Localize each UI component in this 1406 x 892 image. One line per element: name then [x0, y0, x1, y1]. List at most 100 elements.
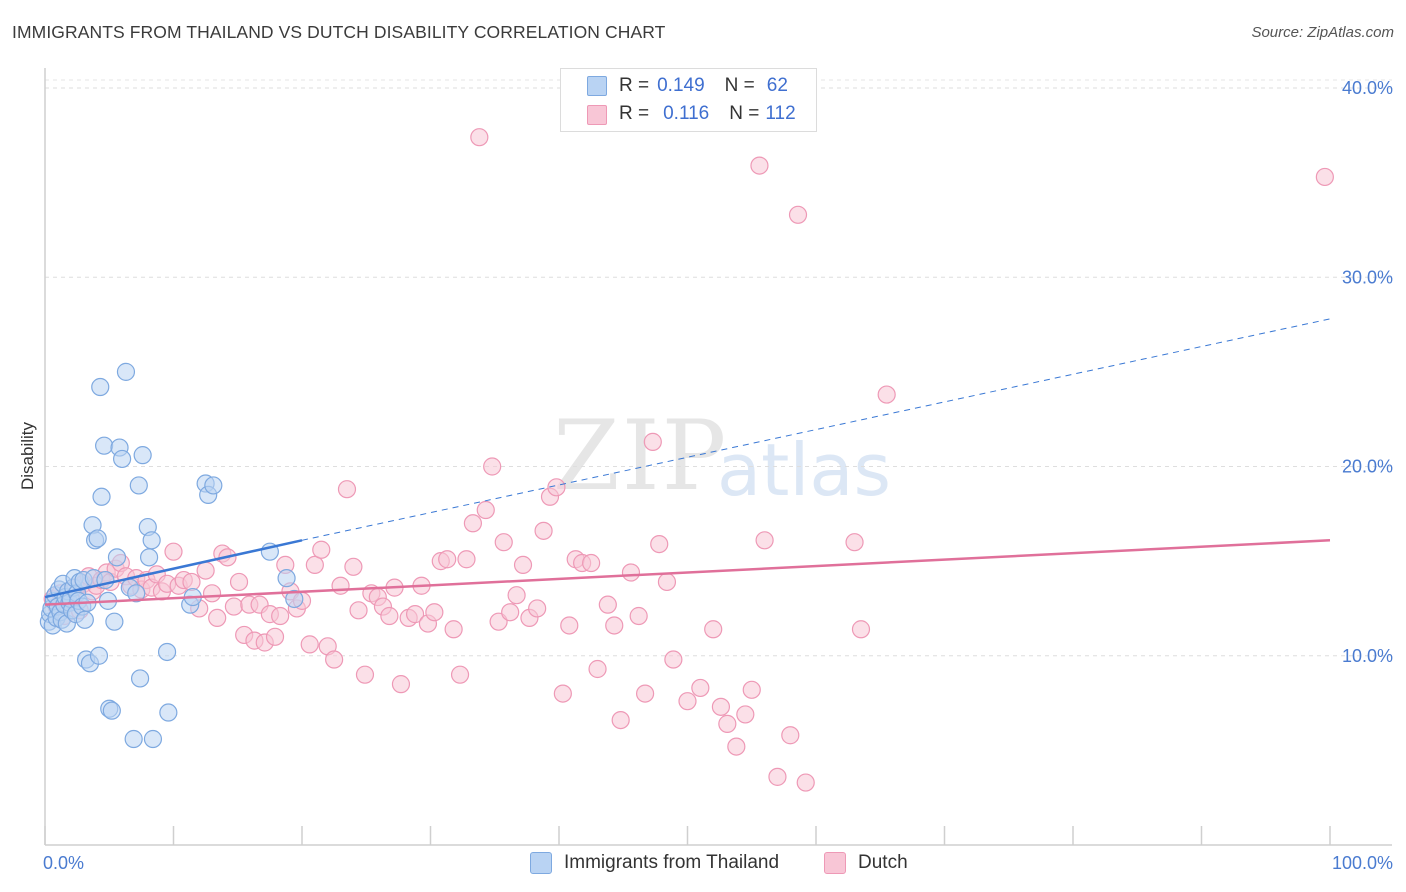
dutch-point [657, 572, 677, 592]
dutch-point [547, 478, 566, 497]
thailand-point [139, 548, 159, 567]
thailand-point [102, 701, 121, 720]
dutch-point [494, 533, 513, 552]
dutch-point [534, 521, 553, 540]
bottom-legend-label-thailand: Immigrants from Thailand [564, 852, 780, 873]
legend-n-value: 62 [766, 75, 788, 96]
legend-swatch-thailand [587, 76, 607, 96]
dutch-point [781, 726, 800, 745]
bottom-legend-swatch-thailand [530, 852, 552, 874]
series-dutch [43, 128, 1334, 792]
bottom-legend-swatch-dutch [824, 852, 846, 874]
y-tick-label: 30.0% [1342, 267, 1393, 287]
thailand-point [129, 476, 148, 495]
dutch-point [788, 205, 808, 224]
dutch-point [727, 737, 746, 756]
dutch-point [182, 572, 201, 592]
thailand-point [157, 642, 177, 662]
dutch-point [507, 586, 526, 605]
dutch-point [588, 659, 607, 679]
dutch-point [736, 705, 755, 724]
thailand-point [95, 436, 114, 455]
dutch-point [265, 627, 285, 646]
dutch-point [325, 650, 344, 669]
bottom-legend-thailand: Immigrants from Thailand [530, 852, 779, 874]
thailand-point [107, 548, 127, 567]
dutch-point [444, 620, 463, 639]
dutch-point [229, 572, 249, 592]
axes [44, 68, 1392, 846]
dutch-point [750, 156, 769, 175]
thailand-point [91, 377, 110, 397]
thailand-point [142, 531, 161, 550]
dutch-point [483, 457, 502, 476]
dutch-point [513, 555, 533, 575]
legend-r-value: 0.149 [657, 75, 705, 96]
source-label: Source: ZipAtlas.com [1251, 24, 1394, 41]
legend-n-label: N = [729, 103, 760, 124]
thailand-point [127, 584, 146, 603]
dutch-point [305, 555, 324, 575]
dutch-point [691, 678, 710, 698]
bottom-legend-dutch: Dutch [824, 852, 908, 874]
thailand-trend-extension [301, 318, 1331, 541]
dutch-point [768, 767, 787, 786]
dutch-point [391, 675, 411, 694]
watermark-zip: ZIP [553, 400, 729, 512]
dutch-point [605, 616, 624, 635]
legend-r-label: R = [619, 103, 650, 124]
dutch-point [344, 557, 363, 576]
thailand-point [116, 362, 136, 381]
dutch-point [845, 533, 864, 552]
thailand-point [159, 703, 178, 722]
thailand-trend-line [44, 539, 303, 599]
grid-lines [45, 79, 1392, 657]
dutch-point [208, 608, 227, 628]
trend-lines [44, 318, 1331, 606]
dutch-point [704, 620, 723, 639]
dutch-point [635, 684, 655, 703]
legend-r-label: R = [619, 75, 650, 96]
x-tick-label: 0.0% [43, 853, 84, 873]
dutch-point [355, 665, 375, 684]
tick-labels: 10.0% 20.0% 30.0% 40.0% 0.0% 100.0% [43, 78, 1393, 873]
legend-r-value: 0.116 [663, 103, 710, 124]
dutch-point [598, 595, 617, 614]
dutch-point [755, 531, 774, 550]
dutch-point [380, 606, 399, 626]
dutch-point [164, 542, 183, 561]
dutch-point [851, 620, 871, 639]
dutch-point [457, 550, 476, 569]
dutch-point [271, 606, 290, 626]
dutch-point [1315, 167, 1334, 187]
dutch-point [501, 603, 520, 622]
y-tick-label: 40.0% [1342, 78, 1393, 98]
thailand-point [204, 476, 223, 495]
y-axis-label: Disability [18, 421, 37, 491]
thailand-point [92, 487, 111, 506]
dutch-point [349, 601, 368, 620]
dutch-point [560, 616, 579, 635]
dutch-point [470, 128, 489, 147]
dutch-point [405, 605, 425, 624]
dutch-point [582, 553, 601, 573]
thailand-point [130, 669, 150, 688]
dutch-trend-line [44, 539, 1331, 606]
watermark-atlas: atlas [717, 428, 891, 512]
thailand-point [105, 612, 124, 631]
dutch-point [678, 692, 697, 711]
legend-n-value: 112 [765, 103, 796, 124]
thailand-point [124, 729, 143, 749]
legend-n-label: N = [724, 75, 755, 96]
dutch-point [224, 597, 243, 616]
thailand-point [112, 449, 132, 469]
dutch-point [611, 710, 630, 730]
dutch-point [312, 540, 331, 559]
legend-row-dutch: R = 0.116 N = 112 [619, 102, 796, 126]
x-tick-label: 100.0% [1332, 853, 1393, 873]
dutch-point [621, 563, 641, 582]
thailand-point [133, 446, 152, 465]
dutch-point [425, 603, 444, 622]
thailand-point [75, 610, 94, 629]
